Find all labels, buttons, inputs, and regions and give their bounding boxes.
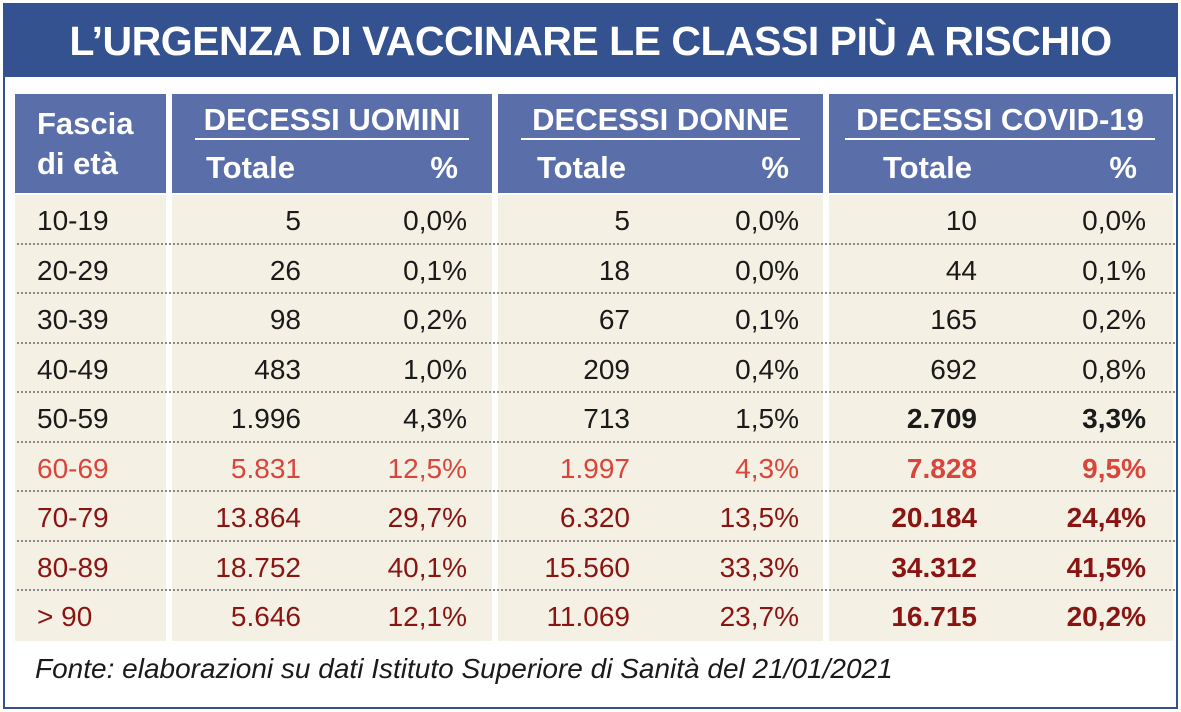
men-column-bg [172,195,492,641]
men-total-cell: 5.646 [230,601,301,632]
women-percent-cell: 1,5% [735,403,799,434]
table-row: 40-49 483 1,0% 209 0,4% 692 0,8% [17,344,1175,393]
women-total-label: Totale [537,150,626,185]
covid-percent-cell: 0,2% [1082,304,1146,335]
women-percent-cell: 0,4% [735,353,799,385]
covid-total-cell: 16.715 [891,601,977,632]
covid-total-label: Totale [883,150,972,185]
covid-column-bg [829,195,1173,641]
women-percent-cell: 0,1% [735,304,799,335]
men-percent-cell: 12,1% [387,601,467,632]
covid-percent-cell: 3,3% [1082,403,1146,434]
men-total-cell: 483 [254,353,301,385]
covid-total-cell: 10 [945,205,977,236]
women-total-cell: 15.560 [544,551,630,583]
age-cell: 30-39 [37,304,109,335]
women-total-cell: 209 [583,353,630,385]
age-cell: 60-69 [37,452,109,484]
men-total-label: Totale [206,150,295,185]
covid-total-cell: 692 [930,353,977,385]
covid-total-cell: 7.828 [906,452,977,484]
covid-percent-cell: 0,1% [1082,254,1146,286]
women-percent-label: % [761,150,789,185]
age-header-line1: Fascia [37,106,134,141]
covid-percent-cell: 20,2% [1066,601,1146,632]
covid-total-cell: 34.312 [891,551,977,583]
table-row: > 90 5.646 12,1% 11.069 23,7% 16.715 20,… [17,591,1175,641]
men-percent-cell: 1,0% [403,353,467,385]
covid-percent-cell: 0,0% [1082,205,1146,236]
men-percent-cell: 0,0% [403,205,467,236]
women-percent-cell: 23,7% [719,601,799,632]
women-percent-cell: 0,0% [735,254,799,286]
age-cell: 40-49 [37,353,109,385]
age-cell: 20-29 [37,254,109,286]
covid-section-label: DECESSI COVID-19 [845,102,1155,140]
women-total-cell: 11.069 [546,601,630,632]
women-percent-cell: 33,3% [719,551,799,583]
women-total-cell: 18 [598,254,630,286]
age-cell: 10-19 [37,205,109,236]
table-row: 60-69 5.831 12,5% 1.997 4,3% 7.828 9,5% [17,443,1175,492]
men-total-cell: 1.996 [230,403,301,434]
women-total-cell: 6.320 [559,502,630,533]
men-percent-label: % [430,150,458,185]
men-percent-cell: 0,1% [403,254,467,286]
men-total-cell: 18.752 [215,551,301,583]
women-total-cell: 67 [598,304,630,335]
age-cell: > 90 [37,601,93,632]
table-row: 10-19 5 0,0% 5 0,0% 10 0,0% [17,195,1175,245]
age-column-header: Fascia di età [15,94,166,193]
infographic-frame: L’URGENZA DI VACCINARE LE CLASSI PIÙ A R… [3,3,1178,709]
women-total-cell: 1.997 [559,452,630,484]
covid-percent-cell: 0,8% [1082,353,1146,385]
women-total-cell: 5 [614,205,630,236]
covid-percent-cell: 41,5% [1066,551,1146,583]
men-total-cell: 5 [285,205,301,236]
age-column-bg [15,195,166,641]
table-row: 70-79 13.864 29,7% 6.320 13,5% 20.184 24… [17,492,1175,542]
source-footnote: Fonte: elaborazioni su dati Istituto Sup… [35,653,893,684]
men-column-header: DECESSI UOMINI Totale % [172,94,492,193]
men-total-cell: 26 [269,254,301,286]
women-column-header: DECESSI DONNE Totale % [498,94,823,193]
men-percent-cell: 29,7% [387,502,467,533]
men-total-cell: 5.831 [230,452,301,484]
covid-percent-cell: 9,5% [1082,452,1146,484]
table-row: 20-29 26 0,1% 18 0,0% 44 0,1% [17,245,1175,294]
table-row: 30-39 98 0,2% 67 0,1% 165 0,2% [17,294,1175,344]
covid-percent-label: % [1109,150,1137,185]
women-section-label: DECESSI DONNE [521,102,800,140]
men-percent-cell: 12,5% [387,452,467,484]
covid-total-cell: 44 [945,254,977,286]
women-column-bg [498,195,823,641]
covid-column-header: DECESSI COVID-19 Totale % [829,94,1173,193]
men-total-cell: 98 [269,304,301,335]
men-percent-cell: 40,1% [387,551,467,583]
age-cell: 50-59 [37,403,109,434]
men-percent-cell: 4,3% [403,403,467,434]
age-header-line2: di età [37,146,118,181]
covid-total-cell: 20.184 [891,502,977,533]
table-row: 50-59 1.996 4,3% 713 1,5% 2.709 3,3% [17,393,1175,443]
women-percent-cell: 4,3% [735,452,799,484]
women-percent-cell: 13,5% [719,502,799,533]
covid-total-cell: 165 [930,304,977,335]
men-total-cell: 13.864 [215,502,301,533]
page-title: L’URGENZA DI VACCINARE LE CLASSI PIÙ A R… [5,5,1176,77]
men-percent-cell: 0,2% [403,304,467,335]
men-section-label: DECESSI UOMINI [195,102,469,140]
women-percent-cell: 0,0% [735,205,799,236]
age-cell: 70-79 [37,502,109,533]
women-total-cell: 713 [583,403,630,434]
table-row: 80-89 18.752 40,1% 15.560 33,3% 34.312 4… [17,542,1175,591]
covid-total-cell: 2.709 [906,403,977,434]
covid-percent-cell: 24,4% [1066,502,1146,533]
age-cell: 80-89 [37,551,109,583]
